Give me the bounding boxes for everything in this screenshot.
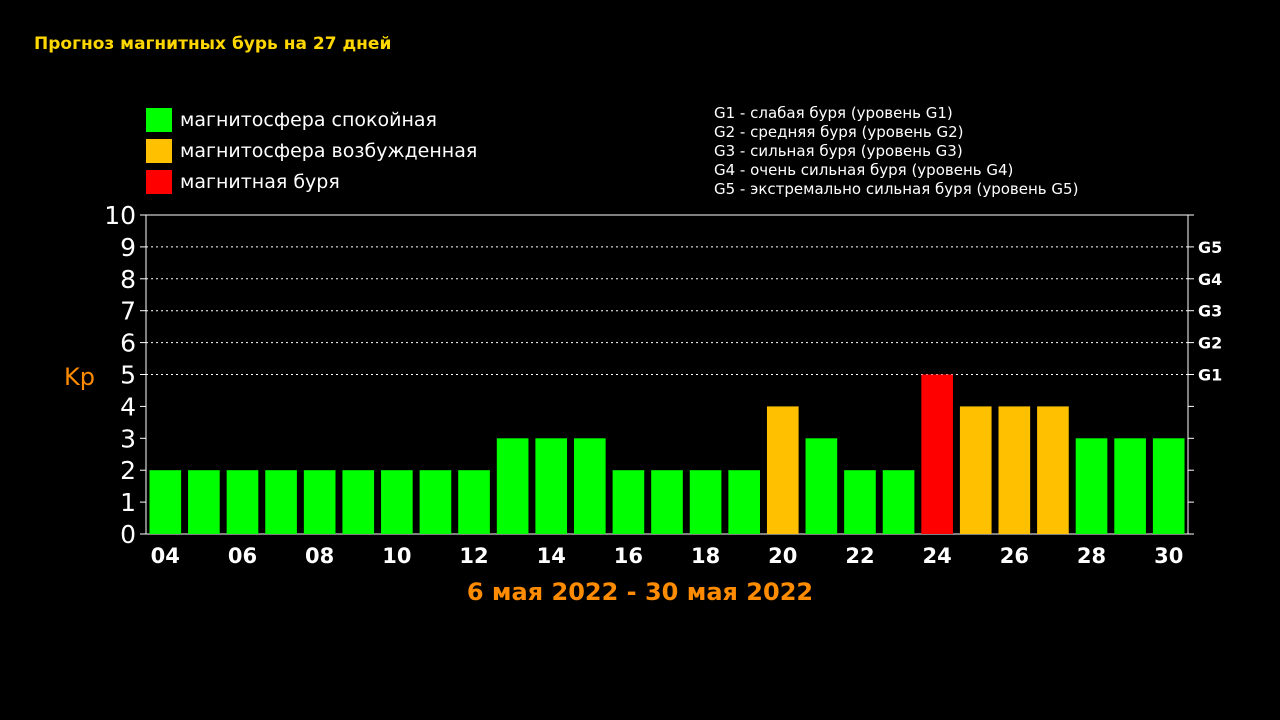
storm-level-label-g1: G1 [1198,366,1222,385]
bar-29 [1114,438,1146,534]
y-tick-label-4: 4 [120,392,136,421]
x-tick-label-26: 26 [1000,544,1029,568]
x-tick-label-18: 18 [691,544,720,568]
period-label: 6 мая 2022 - 30 мая 2022 [466,578,814,606]
x-tick-label-12: 12 [459,544,488,568]
y-tick-label-0: 0 [120,520,136,549]
legend-item-storm: магнитная буря [146,166,477,197]
bar-11 [419,470,452,534]
legend-label-storm: магнитная буря [180,170,340,193]
x-tick-label-08: 08 [305,544,334,568]
y-tick-label-5: 5 [120,361,136,390]
bar-20 [766,406,799,534]
status-legend: магнитосфера спокойная магнитосфера возб… [146,104,477,197]
bar-30 [1152,438,1185,534]
x-tick-label-20: 20 [768,544,797,568]
bar-13 [496,438,529,534]
x-tick-label-04: 04 [151,544,180,568]
x-tick-label-30: 30 [1154,544,1183,568]
bar-25 [959,406,992,534]
storm-level-label-g5: G5 [1198,238,1222,257]
x-tick-label-22: 22 [845,544,874,568]
y-tick-label-7: 7 [120,297,136,326]
y-tick-label-3: 3 [120,424,136,453]
bar-15 [573,438,606,534]
bar-21 [805,438,838,534]
storm-level-g1: G1 - слабая буря (уровень G1) [714,104,953,122]
y-tick-label-2: 2 [120,456,136,485]
storm-level-g4: G4 - очень сильная буря (уровень G4) [714,161,1014,179]
y-tick-label-10: 10 [104,201,136,230]
bar-28 [1075,438,1108,534]
storm-level-label-g3: G3 [1198,302,1222,321]
storm-level-g5: G5 - экстремально сильная буря (уровень … [714,180,1079,198]
bar-24 [921,374,953,534]
storm-level-g3: G3 - сильная буря (уровень G3) [714,142,963,160]
bar-17 [651,470,683,534]
bar-06 [226,470,259,534]
storm-level-label-g4: G4 [1198,270,1222,289]
legend-swatch-quiet [146,107,172,132]
storm-level-label-g2: G2 [1198,334,1222,353]
bar-08 [303,470,336,534]
bar-14 [535,438,568,534]
bar-22 [844,470,876,534]
x-tick-label-06: 06 [228,544,257,568]
x-tick-label-14: 14 [537,544,566,568]
bar-16 [612,470,645,534]
bar-19 [728,470,761,534]
storm-level-g2: G2 - средняя буря (уровень G2) [714,123,964,141]
legend-item-quiet: магнитосфера спокойная [146,104,477,135]
bar-18 [689,470,722,534]
x-tick-label-24: 24 [923,544,952,568]
y-tick-label-8: 8 [120,265,136,294]
bar-12 [458,470,490,534]
legend-item-active: магнитосфера возбужденная [146,135,477,166]
y-tick-label-1: 1 [120,488,136,517]
legend-swatch-active [146,138,172,163]
legend-label-quiet: магнитосфера спокойная [180,108,437,131]
x-tick-label-16: 16 [614,544,643,568]
bar-04 [149,470,182,534]
legend-swatch-storm [146,169,172,194]
x-tick-label-10: 10 [382,544,411,568]
y-axis-label: Kp [64,363,95,391]
y-tick-label-6: 6 [120,329,136,358]
bar-10 [381,470,413,534]
x-tick-label-28: 28 [1077,544,1106,568]
storm-level-legend: G1 - слабая буря (уровень G1) G2 - средн… [714,104,1078,199]
bar-27 [1037,406,1069,534]
y-tick-label-9: 9 [120,233,136,262]
bar-05 [188,470,220,534]
bar-09 [342,470,375,534]
bar-07 [265,470,297,534]
legend-label-active: магнитосфера возбужденная [180,139,478,162]
chart-title: Прогноз магнитных бурь на 27 дней [34,34,392,54]
bar-26 [998,406,1031,534]
bar-23 [882,470,915,534]
